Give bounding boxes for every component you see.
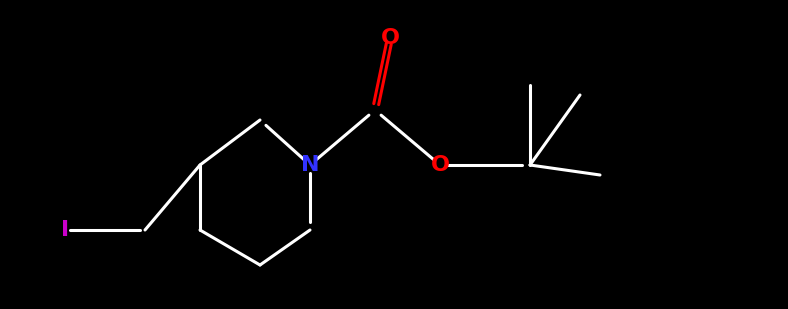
Text: I: I [61,220,69,240]
Text: O: O [430,155,449,175]
Text: N: N [301,155,319,175]
Text: O: O [381,28,400,48]
